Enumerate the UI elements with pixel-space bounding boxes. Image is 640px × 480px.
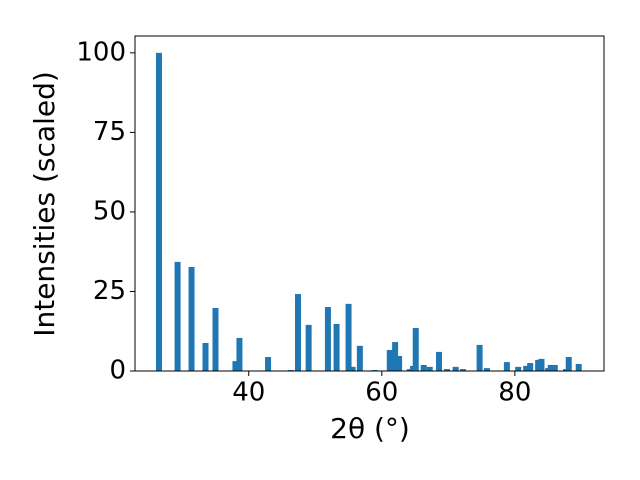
bar [565,357,572,371]
bar [503,362,510,371]
bar [396,356,403,371]
bar [155,52,162,371]
bar [349,366,356,371]
bar [547,364,554,371]
bar [333,323,340,371]
bar [426,366,433,371]
bar [324,307,331,371]
bar [305,324,312,371]
plot-frame [134,35,605,372]
y-tick-label: 100 [76,37,126,67]
x-tick-label: 60 [365,378,398,408]
y-tick-label: 75 [93,117,126,147]
bar [212,308,219,371]
bar [420,364,427,371]
y-tick-label: 0 [109,356,126,386]
bar [459,369,466,371]
bar [515,366,522,371]
bar [202,343,209,371]
bar [452,366,459,371]
bar [551,364,558,371]
bar [188,266,195,371]
bar [356,345,363,371]
x-tick-label: 40 [232,378,265,408]
x-axis-label: 2θ (°) [330,412,410,445]
bar [476,344,483,371]
bar [386,350,393,371]
bar [483,368,490,371]
y-axis-label: Intensities (scaled) [28,71,61,337]
bar [236,337,243,371]
bar [575,364,582,371]
x-tick-label: 80 [498,378,531,408]
bar [436,351,443,371]
bar [294,294,301,371]
bar [406,369,413,371]
bar [392,342,399,371]
y-tick-label: 25 [93,276,126,306]
bar [523,365,530,371]
bar [444,369,451,371]
bar [535,359,542,371]
bar [538,358,545,371]
bar [174,261,181,371]
y-tick-label: 50 [93,196,126,226]
bar [412,328,419,371]
bar [232,361,239,371]
bar [527,363,534,371]
bar [345,303,352,371]
bar [265,357,272,371]
